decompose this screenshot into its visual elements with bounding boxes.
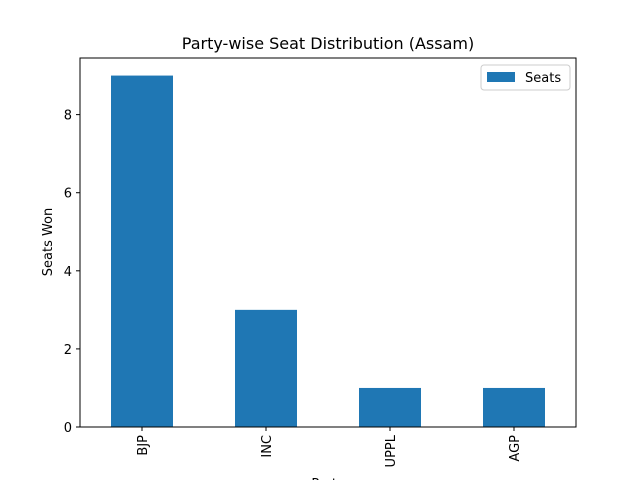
y-axis-label: Seats Won (41, 208, 56, 277)
legend-swatch (487, 72, 515, 82)
legend-label: Seats (525, 71, 561, 86)
bar (235, 309, 297, 427)
bar (111, 75, 173, 428)
y-tick-label: 4 (64, 265, 72, 280)
y-tick-label: 6 (64, 187, 72, 202)
x-tick-label: AGP (508, 435, 523, 462)
x-tick-label: INC (260, 435, 275, 458)
x-axis-label: Party (311, 477, 345, 480)
plot-frame (79, 57, 577, 428)
bar (483, 387, 545, 427)
y-tick-label: 0 (64, 421, 72, 436)
x-tick-label: UPPL (384, 434, 399, 467)
legend-box (480, 64, 571, 91)
bar (359, 387, 421, 427)
y-tick-label: 2 (64, 343, 72, 358)
y-tick-label: 8 (64, 109, 72, 124)
x-tick-label: BJP (136, 435, 151, 456)
chart-title: Party-wise Seat Distribution (Assam) (182, 34, 474, 53)
